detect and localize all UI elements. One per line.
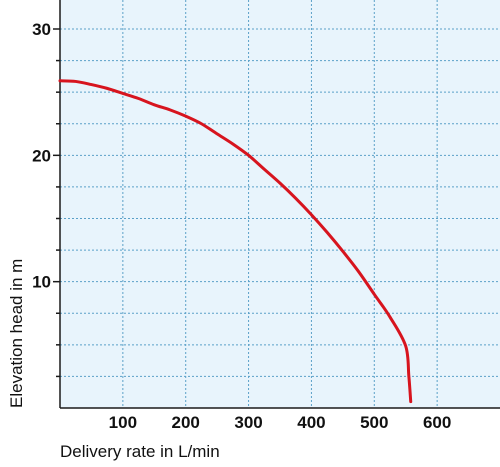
- grid-lines: [60, 0, 500, 408]
- y-tick-label: 20: [32, 146, 51, 165]
- x-axis-label: Delivery rate in L/min: [60, 442, 220, 461]
- y-tick-label: 10: [32, 273, 51, 292]
- y-tick-labels: 10 20 30: [32, 20, 51, 292]
- x-tick-label: 400: [297, 413, 325, 432]
- x-tick-label: 600: [423, 413, 451, 432]
- axis-lines: [53, 0, 500, 409]
- y-tick-label: 30: [32, 20, 51, 39]
- x-tick-labels: 100 200 300 400 500 600: [109, 413, 452, 432]
- x-tick-label: 200: [172, 413, 200, 432]
- plot-background: [60, 0, 500, 408]
- x-tick-label: 100: [109, 413, 137, 432]
- x-tick-label: 300: [234, 413, 262, 432]
- x-tick-label: 500: [360, 413, 388, 432]
- y-axis-label: Elevation head in m: [7, 259, 26, 408]
- series-line: [58, 79, 413, 404]
